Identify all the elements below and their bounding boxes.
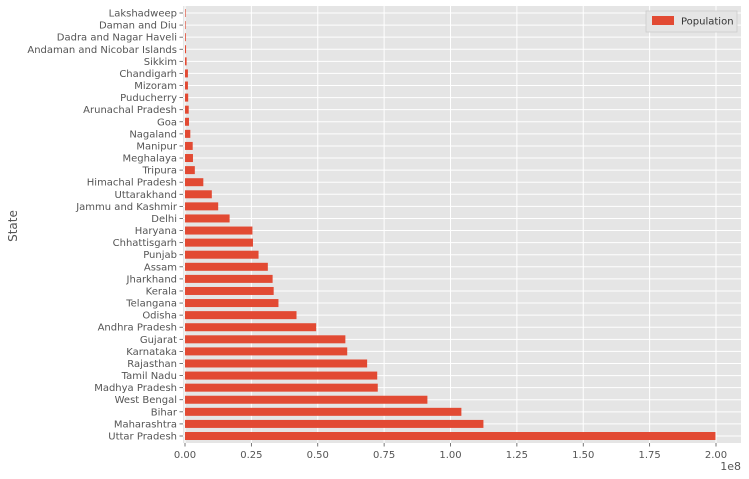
x-tick-label: 2.00 — [705, 450, 727, 461]
bar — [185, 178, 204, 187]
y-tick-label: Chandigarh — [119, 69, 177, 80]
x-tick-label: 1.25 — [506, 450, 528, 461]
bar — [185, 117, 189, 126]
y-tick-label: Jammu and Kashmir — [75, 202, 178, 213]
x-tick-label: 0.75 — [373, 450, 395, 461]
y-tick-label: West Bengal — [115, 395, 177, 406]
y-tick-label: Dadra and Nagar Haveli — [57, 33, 177, 44]
y-tick-label: Uttarakhand — [115, 190, 177, 201]
bar — [185, 69, 188, 78]
bar — [185, 21, 186, 30]
bar — [185, 250, 259, 259]
y-tick-label: Sikkim — [144, 57, 177, 68]
y-axis-label: State — [6, 210, 20, 242]
y-tick-label: Bihar — [151, 407, 178, 418]
y-tick-label: Odisha — [142, 311, 177, 322]
bar — [185, 299, 279, 308]
y-tick-label: Punjab — [143, 250, 177, 261]
y-tick-label: Rajasthan — [127, 359, 177, 370]
y-tick-label: Puducherry — [120, 93, 177, 104]
y-tick-label: Madhya Pradesh — [94, 383, 177, 394]
bar — [185, 214, 230, 223]
bar — [185, 129, 191, 138]
bar — [185, 359, 368, 368]
bar — [185, 371, 378, 380]
y-tick-label: Chhattisgarh — [113, 238, 177, 249]
x-tick-label: 1.00 — [439, 450, 461, 461]
x-tick-label: 1.75 — [638, 450, 660, 461]
bar — [185, 262, 268, 271]
y-tick-label: Jharkhand — [126, 274, 177, 285]
bar — [185, 202, 219, 211]
y-tick-label: Andaman and Nicobar Islands — [27, 45, 177, 56]
bar — [185, 166, 195, 175]
bar — [185, 93, 189, 102]
x-tick-label: 0.25 — [240, 450, 262, 461]
y-tick-label: Lakshadweep — [109, 9, 177, 20]
y-tick-label: Assam — [144, 262, 177, 273]
y-tick-label: Arunachal Pradesh — [83, 105, 177, 116]
bar — [185, 407, 462, 416]
bars — [185, 9, 716, 440]
bar — [185, 419, 484, 428]
x-axis-tick-labels: 0.00 0.25 0.50 0.75 1.00 1.25 1.50 1.75 2.00 — [174, 443, 727, 461]
legend-label: Population — [681, 17, 734, 28]
bar — [185, 105, 189, 114]
bar — [185, 45, 187, 54]
y-tick-label: Kerala — [146, 286, 177, 297]
y-tick-label: Mizoram — [134, 81, 177, 92]
x-tick-label: 0.00 — [174, 450, 196, 461]
bar — [185, 311, 297, 320]
bar — [185, 141, 193, 150]
bar — [185, 81, 188, 90]
legend: Population — [645, 10, 738, 33]
y-tick-label: Gujarat — [140, 335, 177, 346]
y-tick-label: Nagaland — [129, 129, 177, 140]
bar — [185, 33, 186, 42]
bar — [185, 274, 273, 283]
bar — [185, 286, 274, 295]
bar — [185, 335, 346, 344]
y-tick-label: Telangana — [125, 299, 177, 310]
y-tick-label: Goa — [157, 117, 177, 128]
y-tick-label: Uttar Pradesh — [108, 432, 177, 443]
y-tick-label: Tripura — [142, 166, 177, 177]
bar — [185, 226, 253, 235]
bar — [185, 395, 428, 404]
y-tick-label: Tamil Nadu — [121, 371, 177, 382]
bar — [185, 432, 716, 440]
y-tick-label: Manipur — [136, 141, 178, 152]
bar — [185, 57, 187, 66]
y-tick-label: Delhi — [151, 214, 177, 225]
y-tick-label: Himachal Pradesh — [87, 178, 177, 189]
bar — [185, 323, 317, 332]
y-tick-label: Haryana — [135, 226, 177, 237]
bar — [185, 154, 193, 163]
bar — [185, 383, 378, 392]
bar — [185, 190, 212, 199]
y-tick-label: Karnataka — [126, 347, 177, 358]
x-tick-label: 0.50 — [307, 450, 329, 461]
x-tick-label: 1.50 — [572, 450, 594, 461]
bar — [185, 9, 186, 17]
y-tick-label: Maharashtra — [114, 419, 177, 430]
y-tick-label: Meghalaya — [122, 154, 177, 165]
y-tick-label: Andhra Pradesh — [98, 323, 177, 334]
legend-swatch — [652, 16, 674, 25]
y-tick-label: Daman and Diu — [99, 21, 177, 32]
x-axis-offset-label: 1e8 — [720, 460, 741, 473]
plot-background — [183, 6, 741, 443]
bar — [185, 347, 348, 356]
bar — [185, 238, 253, 247]
